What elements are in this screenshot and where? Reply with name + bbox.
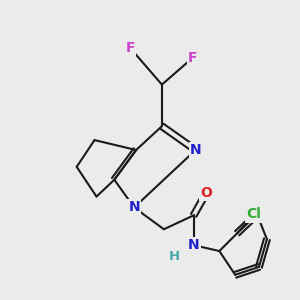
Text: N: N bbox=[128, 200, 140, 214]
Text: F: F bbox=[188, 51, 197, 65]
Text: Cl: Cl bbox=[247, 207, 262, 221]
Text: N: N bbox=[251, 207, 263, 221]
Text: F: F bbox=[125, 41, 135, 55]
Text: O: O bbox=[200, 186, 212, 200]
Text: N: N bbox=[188, 238, 200, 252]
Text: N: N bbox=[190, 143, 201, 157]
Text: H: H bbox=[169, 250, 180, 263]
